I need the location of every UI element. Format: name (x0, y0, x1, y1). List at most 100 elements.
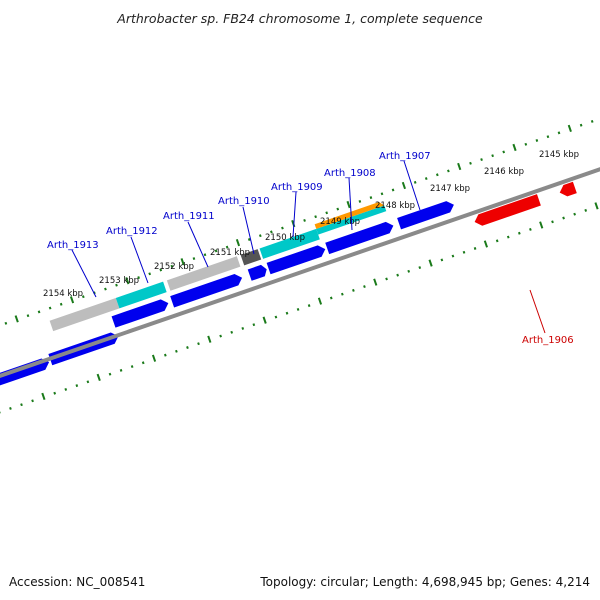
gene-dark-1[interactable] (240, 249, 262, 266)
tick-major (428, 259, 433, 267)
leader-line (130, 236, 149, 284)
tick-minor (9, 407, 12, 410)
tick-major (41, 392, 46, 401)
tick-minor (104, 287, 107, 291)
tick-label: 2152 kbp (154, 262, 194, 272)
tick-minor (281, 226, 284, 230)
tick-minor (325, 211, 329, 215)
tick-major (235, 239, 241, 247)
tick-minor (0, 410, 1, 414)
gene-red-2[interactable] (558, 181, 577, 199)
gene-label-arth-1908[interactable]: Arth_1908 (324, 168, 376, 179)
tick-minor (480, 158, 483, 161)
tick-minor (340, 292, 344, 296)
tick-label: 2147 kbp (430, 184, 470, 194)
tick-major (151, 354, 157, 362)
tick-minor (469, 161, 472, 165)
tick-minor (557, 131, 561, 135)
gene-label-arth-1907[interactable]: Arth_1907 (379, 151, 431, 162)
tick-major (180, 258, 185, 266)
tick-minor (274, 315, 278, 319)
tick-minor (590, 119, 594, 123)
tick-minor (247, 238, 251, 241)
gene-grey-2[interactable] (166, 256, 241, 291)
tick-major (14, 315, 19, 323)
gene-red-1[interactable] (473, 194, 541, 227)
gene-label-arth-1909[interactable]: Arth_1909 (271, 182, 323, 193)
gene-blue-3[interactable] (111, 297, 171, 328)
tick-minor (380, 192, 384, 196)
tick-minor (451, 254, 455, 258)
gene-label-arth-1911[interactable]: Arth_1911 (163, 211, 215, 222)
tick-major (317, 297, 323, 305)
gene-label-arth-1910[interactable]: Arth_1910 (218, 196, 270, 207)
tick-minor (358, 199, 362, 203)
tick-minor (502, 150, 506, 154)
tick-minor (258, 234, 262, 238)
gene-label-arth-1906[interactable]: Arth_1906 (522, 335, 574, 346)
gene-cyan-2[interactable] (259, 228, 320, 259)
tick-label: 2150 kbp (265, 233, 305, 243)
leader-line (529, 289, 546, 334)
tick-minor (506, 235, 510, 239)
gene-label-arth-1912[interactable]: Arth_1912 (106, 226, 158, 237)
gene-blue-5[interactable] (247, 264, 269, 281)
tick-minor (230, 330, 234, 334)
leader-line (292, 191, 297, 238)
tick-minor (473, 247, 477, 250)
tick-major (346, 200, 351, 209)
tick-minor (352, 288, 355, 292)
leader-line (348, 177, 353, 231)
gene-blue-8[interactable] (397, 199, 456, 230)
tick-major (567, 124, 572, 133)
gene-blue-4[interactable] (170, 272, 244, 308)
tick-label: 2149 kbp (320, 217, 360, 227)
tick-minor (517, 231, 521, 235)
tick-label: 2153 kbp (99, 276, 139, 286)
tick-minor (296, 307, 300, 311)
gene-label-arth-1913[interactable]: Arth_1913 (47, 240, 99, 251)
tick-minor (573, 212, 576, 216)
tick-minor (435, 173, 439, 177)
reverse-gene-track (473, 181, 577, 227)
tick-minor (4, 321, 8, 325)
tick-major (401, 181, 406, 190)
tick-minor (562, 216, 565, 220)
tick-minor (148, 272, 152, 276)
tick-minor (314, 215, 317, 219)
tick-minor (551, 220, 554, 224)
tick-minor (336, 207, 340, 211)
tick-minor (396, 273, 399, 277)
tick-minor (418, 266, 422, 269)
tick-minor (119, 368, 123, 372)
leader-line (242, 206, 255, 255)
leader-line (71, 249, 97, 298)
leader-line (403, 160, 421, 211)
tick-minor (252, 323, 256, 327)
gene-cyan-1[interactable] (115, 281, 167, 309)
tick-minor (385, 277, 388, 281)
tick-minor (26, 314, 30, 318)
outer-tick-ring (4, 119, 594, 325)
tick-minor (241, 327, 245, 330)
tick-major (373, 278, 378, 286)
gene-grey-1[interactable] (49, 297, 120, 332)
tick-minor (170, 264, 174, 268)
tick-label: 2146 kbp (484, 167, 524, 177)
tick-major (207, 335, 212, 343)
inner-tick-ring (0, 202, 599, 414)
tick-label: 2145 kbp (539, 150, 579, 160)
tick-major (483, 240, 488, 248)
tick-minor (75, 384, 79, 388)
tick-minor (175, 349, 178, 353)
tick-minor (53, 391, 57, 395)
accession-text: Accession: NC_008541 (9, 575, 145, 589)
tick-major (512, 143, 517, 152)
tick-minor (369, 196, 373, 200)
gene-blue-6[interactable] (266, 243, 328, 275)
tick-minor (413, 180, 417, 184)
gene-blue-7[interactable] (325, 220, 395, 255)
tick-minor (535, 139, 539, 142)
gene-orange-1[interactable] (314, 201, 385, 229)
